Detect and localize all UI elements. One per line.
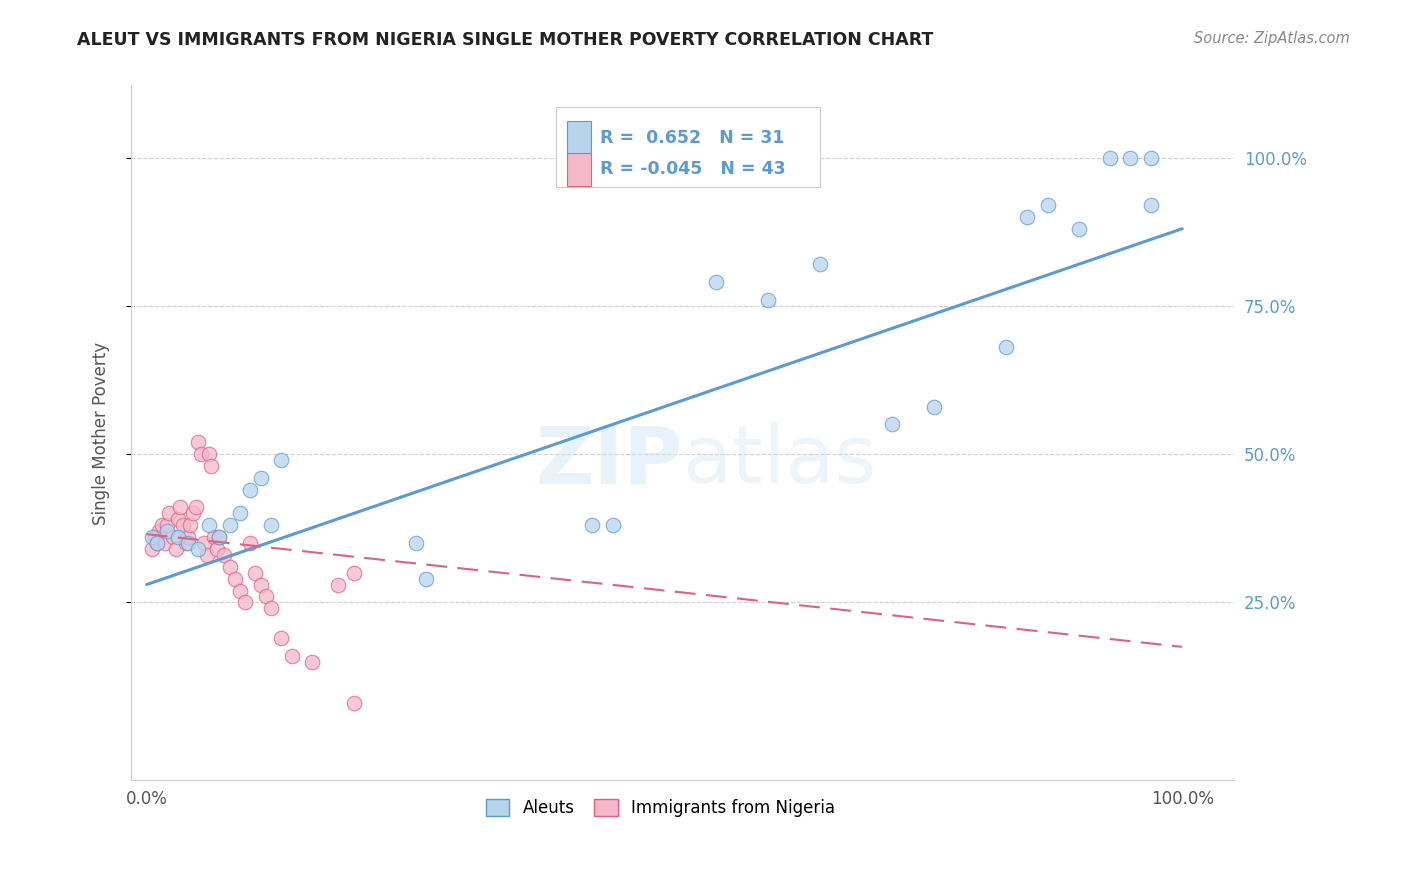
FancyBboxPatch shape xyxy=(567,153,591,186)
Point xyxy=(198,518,221,533)
Point xyxy=(808,257,831,271)
Point xyxy=(150,518,173,533)
FancyBboxPatch shape xyxy=(555,107,820,187)
Point xyxy=(179,518,201,533)
Point xyxy=(405,536,427,550)
Point xyxy=(343,696,366,710)
Point xyxy=(229,507,252,521)
Point xyxy=(146,536,169,550)
Point xyxy=(155,536,177,550)
Point xyxy=(181,507,204,521)
Point xyxy=(141,530,163,544)
Point xyxy=(187,435,209,450)
Text: R =  0.652   N = 31: R = 0.652 N = 31 xyxy=(600,128,785,146)
Point xyxy=(1015,210,1038,224)
Point xyxy=(195,548,218,562)
Point xyxy=(166,512,188,526)
Point xyxy=(280,648,302,663)
Point xyxy=(214,548,236,562)
Point xyxy=(260,601,283,615)
Point xyxy=(218,518,240,533)
Point xyxy=(301,655,323,669)
Point xyxy=(756,293,779,307)
Point xyxy=(602,518,624,533)
Text: ZIP: ZIP xyxy=(536,422,682,500)
Point xyxy=(205,541,228,556)
Point xyxy=(239,536,262,550)
Point xyxy=(270,453,292,467)
Point xyxy=(156,518,179,533)
Point xyxy=(218,559,240,574)
Point xyxy=(922,400,945,414)
FancyBboxPatch shape xyxy=(567,120,591,154)
Point xyxy=(1119,151,1142,165)
Point xyxy=(995,340,1018,354)
Point xyxy=(415,572,437,586)
Point xyxy=(1067,221,1090,235)
Point xyxy=(174,536,197,550)
Point xyxy=(141,541,163,556)
Point xyxy=(233,595,256,609)
Point xyxy=(245,566,267,580)
Point xyxy=(177,536,200,550)
Point xyxy=(187,541,209,556)
Point xyxy=(208,530,231,544)
Point xyxy=(162,530,184,544)
Point xyxy=(190,447,212,461)
Point xyxy=(200,458,222,473)
Point xyxy=(1140,151,1163,165)
Point xyxy=(249,577,271,591)
Point xyxy=(581,518,603,533)
Y-axis label: Single Mother Poverty: Single Mother Poverty xyxy=(93,342,110,524)
Point xyxy=(186,500,208,515)
Point xyxy=(148,524,170,539)
Point xyxy=(156,524,179,539)
Point xyxy=(254,590,277,604)
Point xyxy=(343,566,366,580)
Point xyxy=(159,507,181,521)
Point xyxy=(1036,198,1059,212)
Point xyxy=(1140,198,1163,212)
Point xyxy=(198,447,221,461)
Text: Source: ZipAtlas.com: Source: ZipAtlas.com xyxy=(1194,31,1350,46)
Text: ALEUT VS IMMIGRANTS FROM NIGERIA SINGLE MOTHER POVERTY CORRELATION CHART: ALEUT VS IMMIGRANTS FROM NIGERIA SINGLE … xyxy=(77,31,934,49)
Point xyxy=(270,631,292,645)
Point xyxy=(193,536,215,550)
Point xyxy=(249,471,271,485)
Point xyxy=(328,577,350,591)
Text: R = -0.045   N = 43: R = -0.045 N = 43 xyxy=(600,161,786,178)
Point xyxy=(202,530,225,544)
Point xyxy=(224,572,246,586)
Point xyxy=(208,530,231,544)
Point xyxy=(172,518,194,533)
Point xyxy=(229,583,252,598)
Point xyxy=(143,530,166,544)
Point xyxy=(177,530,200,544)
Point xyxy=(239,483,262,497)
Point xyxy=(704,275,727,289)
Point xyxy=(260,518,283,533)
Text: atlas: atlas xyxy=(682,422,877,500)
Point xyxy=(165,541,187,556)
Point xyxy=(882,417,904,432)
Point xyxy=(166,530,188,544)
Point xyxy=(1098,151,1121,165)
Point xyxy=(146,536,169,550)
Legend: Aleuts, Immigrants from Nigeria: Aleuts, Immigrants from Nigeria xyxy=(479,792,842,824)
Point xyxy=(169,500,191,515)
